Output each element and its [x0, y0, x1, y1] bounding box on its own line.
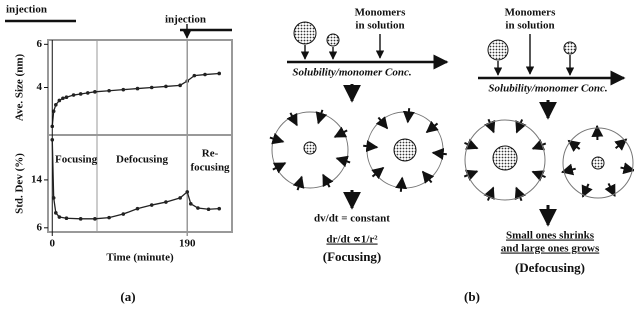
data-point [122, 212, 126, 216]
data-point [164, 200, 168, 204]
particle [304, 142, 316, 154]
arrow [516, 188, 521, 201]
data-point [178, 84, 182, 88]
arrow [464, 171, 477, 176]
data-point [122, 88, 126, 92]
data-point [193, 74, 197, 78]
data-point [58, 215, 62, 219]
arrow [363, 146, 377, 147]
data-point [107, 89, 111, 93]
data-point [79, 217, 83, 221]
arrow [533, 172, 546, 177]
arrow [533, 143, 546, 148]
phase-label: Defocusing [116, 154, 168, 166]
y-tick-label: 4 [37, 81, 43, 93]
arrow [318, 110, 322, 123]
data-point [61, 96, 65, 100]
annotation: injection [6, 4, 47, 16]
statement: Small ones shrinks [506, 230, 595, 242]
arrow [408, 108, 409, 122]
particle [592, 157, 604, 169]
data-point [203, 73, 207, 77]
x-tick-label: 190 [179, 238, 196, 250]
particle [488, 40, 508, 60]
data-point [79, 92, 83, 96]
y-axis-label: Ave. Size (nm) [14, 54, 26, 122]
data-line [52, 73, 219, 126]
data-line [52, 140, 219, 219]
label: Monomers [505, 7, 556, 19]
phase-label: Re- [202, 148, 219, 160]
data-point [150, 86, 154, 90]
arrow [464, 143, 477, 148]
data-point [196, 206, 200, 210]
data-point [86, 91, 90, 95]
data-point [164, 85, 168, 89]
data-point [65, 216, 69, 220]
label: in solution [505, 20, 554, 32]
equation: dr/dt ∝1/r² [326, 234, 378, 246]
x-tick-label: 0 [50, 238, 56, 250]
data-point [217, 72, 221, 76]
data-point [50, 138, 54, 142]
panel-label: (b) [464, 289, 480, 304]
y-tick-label: 14 [31, 173, 43, 185]
label: in solution [355, 20, 404, 32]
x-axis-label: Time (minute) [106, 252, 174, 264]
axis-label: Solubility/monomer Conc. [488, 83, 607, 95]
panel-label: (a) [120, 289, 135, 304]
data-point [107, 216, 111, 220]
arrow [298, 177, 302, 190]
data-point [93, 217, 97, 221]
equation: dv/dt = constant [314, 213, 390, 225]
data-point [72, 93, 76, 97]
statement: and large ones grows [501, 243, 600, 255]
data-point [93, 90, 97, 94]
arrow [488, 188, 493, 201]
data-point [150, 203, 154, 207]
data-point [52, 196, 56, 200]
y-tick-label: 6 [37, 221, 43, 233]
data-point [185, 190, 189, 194]
data-point [54, 211, 58, 215]
data-point [136, 87, 140, 91]
arrow [401, 178, 402, 192]
data-point [54, 103, 58, 107]
data-point [217, 207, 221, 211]
arrow [270, 138, 283, 142]
data-point [65, 95, 69, 99]
particle [327, 34, 339, 46]
phase-label: Focusing [55, 154, 98, 166]
axis-label: Solubility/monomer Conc. [292, 67, 411, 79]
data-point [189, 202, 193, 206]
annotation: injection [165, 14, 206, 26]
arrow [433, 153, 447, 154]
particle [564, 42, 576, 54]
phase-label: focusing [190, 162, 230, 174]
figure: injection injection Focusing Defocusing … [0, 0, 634, 313]
y-axis-label: Std. Dev (%) [14, 153, 26, 214]
data-point [178, 196, 182, 200]
arrow [337, 158, 350, 162]
data-point [207, 207, 211, 211]
data-point [136, 207, 140, 211]
arrow [488, 119, 493, 132]
particle [493, 146, 517, 170]
label: Monomers [355, 7, 406, 19]
caption: (Defocusing) [515, 260, 585, 275]
data-point [58, 99, 62, 103]
y-tick-label: 6 [37, 38, 43, 50]
caption: (Focusing) [323, 249, 382, 264]
particle [294, 22, 316, 44]
arrow [517, 119, 522, 132]
particle [394, 139, 416, 161]
